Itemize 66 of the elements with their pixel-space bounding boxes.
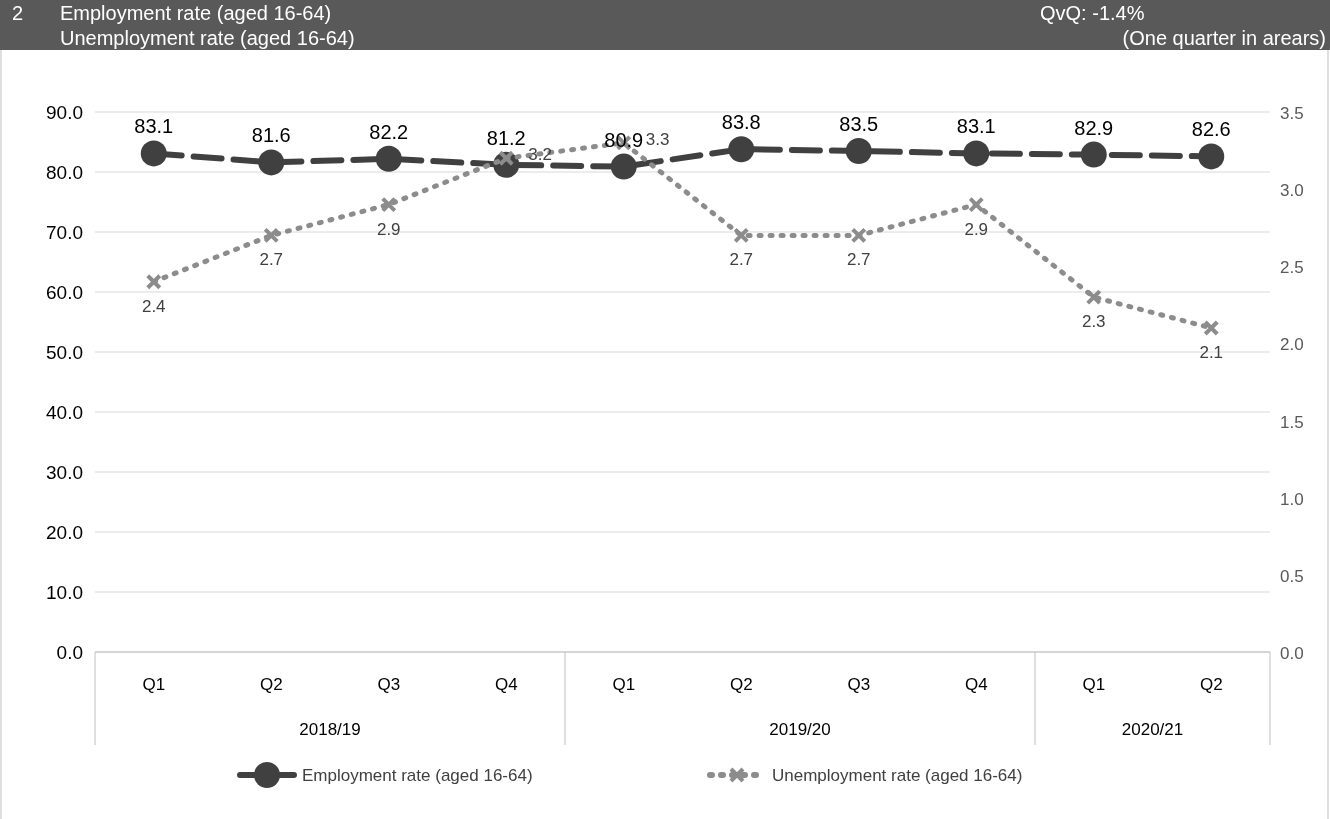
text: 2019/20 [769,720,831,739]
text: QvQ: -1.4% [1040,2,1145,24]
y2-tick-label: 0.5 [1280,566,1304,586]
x-tick-label: Q1 [612,675,636,694]
point [1203,320,1220,336]
y2-tick-label: 3.5 [1280,104,1304,123]
legend-label: Unemployment rate (aged 16-64) [772,766,1023,785]
x-tick-label: Q4 [494,675,518,694]
data-label: 83.1 [134,115,174,138]
data-label: 2.9 [964,219,989,239]
point [145,273,162,290]
x-tick-label: Q2 [259,675,283,694]
data-label: 3.3 [645,129,670,149]
text: (One quarter in arears) [1122,27,1326,49]
y-tick-label: 10.0 [46,582,83,603]
text: 2 [12,2,24,24]
data-label: 2.7 [846,250,871,270]
y-tick-label: 60.0 [46,282,83,303]
y2-tick-label: 0.0 [1280,644,1304,663]
text: 2020/21 [1121,720,1184,739]
y-tick-label: 0.0 [56,642,83,663]
data-label: 83.5 [839,113,879,135]
y2-tick-label: 2.5 [1280,258,1304,278]
chart-subtitle: Unemployment rate (aged 16-64) [60,27,355,49]
y2-tick-label: 3.0 [1280,181,1304,201]
data-label: 2.4 [141,296,166,316]
y-tick-label: 70.0 [46,222,83,243]
data-label: 81.2 [486,126,526,149]
y-tick-label: 40.0 [46,402,83,423]
data-label: 2.7 [729,250,754,270]
data-label: 83.8 [721,111,761,134]
point [1085,289,1102,306]
data-label: 2.1 [1199,343,1224,362]
data-label: 82.2 [369,120,409,143]
y-tick-label: 20.0 [46,522,83,543]
data-label: 3.2 [528,145,552,165]
y-tick-label: 30.0 [46,462,83,483]
data-label: 82.9 [1074,116,1114,139]
data-label: 2.7 [259,250,284,270]
point [263,227,280,244]
point [850,227,867,244]
point [380,196,397,213]
data-label: 82.6 [1191,118,1231,141]
x-tick-label: Q3 [377,675,401,694]
y2-tick-label: 2.0 [1280,335,1304,355]
x-tick-label: Q1 [1082,675,1106,694]
x-tick-label: Q2 [1199,675,1223,694]
y-tick-label: 90.0 [46,102,83,123]
chart-title: Employment rate (aged 16-64) [60,2,332,24]
data-label: 2.9 [376,219,401,239]
text: 2018/19 [299,720,361,739]
y-tick-label: 80.0 [46,162,83,183]
x-tick-label: Q3 [847,675,871,694]
x-tick-label: Q4 [964,675,988,694]
legend-label: Employment rate (aged 16-64) [302,766,533,785]
y2-tick-label: 1.5 [1280,412,1304,432]
x-tick-label: Q2 [729,675,753,694]
x-tick-label: Q1 [142,675,166,694]
data-label: 80.9 [604,128,644,151]
data-label: 83.1 [956,115,996,138]
point [733,227,750,244]
y-tick-label: 50.0 [46,342,83,363]
data-label: 2.3 [1081,312,1106,332]
y2-tick-label: 1.0 [1280,489,1304,509]
data-label: 81.6 [251,124,291,147]
point [968,196,985,213]
